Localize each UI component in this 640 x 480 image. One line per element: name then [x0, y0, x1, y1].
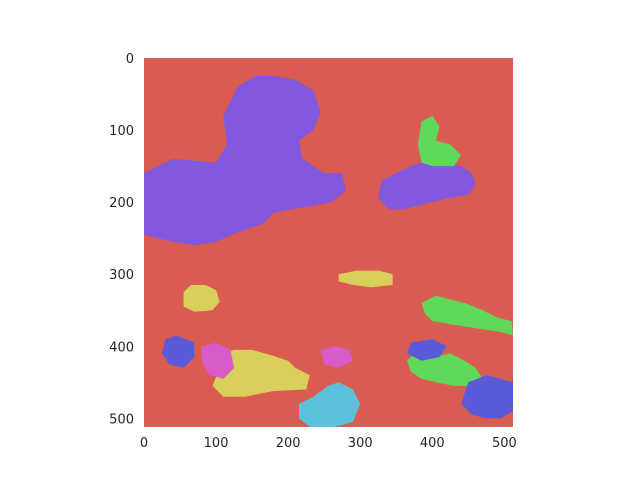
region-purple-right [378, 158, 476, 210]
region-green-right-top [417, 115, 462, 167]
region-magenta-mid [320, 346, 353, 368]
y-tick-label: 200 [109, 196, 134, 211]
x-tick-label: 400 [420, 436, 445, 451]
x-tick-label: 100 [204, 436, 229, 451]
x-tick-label: 300 [348, 436, 373, 451]
region-yellow-bottom [212, 349, 310, 397]
x-tick-label: 0 [140, 436, 148, 451]
y-tick-label: 0 [126, 52, 134, 67]
x-tick-label: 500 [492, 436, 517, 451]
x-axis-ticks: 0 100 200 300 400 500 [140, 436, 517, 451]
y-tick-label: 500 [109, 412, 134, 427]
region-blue-bottom-right [461, 375, 513, 419]
region-purple-main [144, 76, 346, 246]
region-magenta-bottom [201, 342, 235, 379]
y-tick-label: 100 [109, 124, 134, 139]
region-yellow-left [183, 285, 220, 312]
region-yellow-mid [338, 270, 393, 288]
region-cyan-bottom [299, 382, 361, 427]
y-tick-label: 300 [109, 268, 134, 283]
region-blue-right-mid [407, 339, 447, 361]
region-blue-bottom-left [162, 335, 195, 368]
axes: 0 100 200 300 400 500 0 100 200 300 400 500 [109, 52, 517, 451]
y-axis-ticks: 0 100 200 300 400 500 [109, 52, 134, 427]
segmentation-image [144, 58, 513, 427]
region-green-right-lower [421, 295, 513, 336]
y-tick-label: 400 [109, 340, 134, 355]
x-tick-label: 200 [276, 436, 301, 451]
